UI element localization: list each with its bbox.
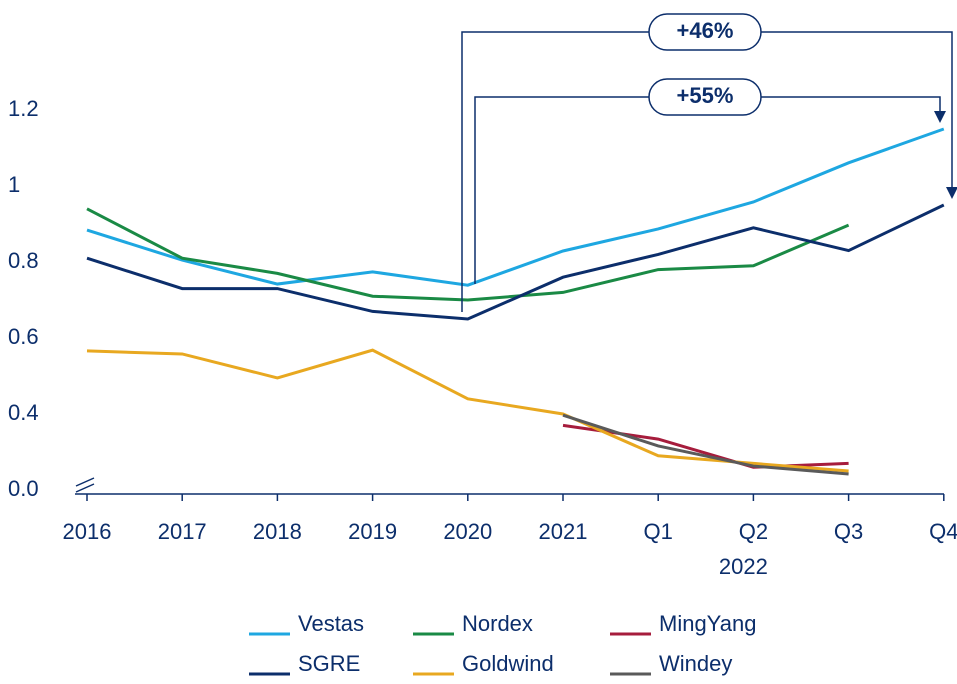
annotation-label: +55% [677, 83, 734, 108]
annotation-arrow [946, 187, 957, 199]
series-line [86, 127, 945, 287]
y-tick-label: 0.4 [8, 400, 39, 425]
y-tick-label: 0.8 [8, 248, 39, 273]
annotation-bracket [461, 31, 953, 312]
y-tick-label: 1 [8, 172, 20, 197]
legend-label: MingYang [659, 611, 756, 636]
x-tick-label: Q2 [739, 519, 768, 544]
series-line [86, 207, 850, 302]
x-tick-label: Q1 [644, 519, 673, 544]
legend-label: Goldwind [462, 651, 554, 676]
legend-label: SGRE [298, 651, 360, 676]
legend-label: Vestas [298, 611, 364, 636]
series-line [86, 348, 849, 473]
series-line [562, 413, 849, 476]
legend-label: Nordex [462, 611, 533, 636]
x-tick-label: Q3 [834, 519, 863, 544]
y-tick-label: 1.2 [8, 96, 39, 121]
axis-break [75, 477, 95, 493]
annotation-arrow [934, 111, 946, 123]
series-line [562, 423, 849, 469]
series-line [86, 203, 945, 321]
annotation-box [648, 13, 762, 51]
legend-label: Windey [659, 651, 732, 676]
x-tick-label: 2018 [253, 519, 302, 544]
x-tick-label: 2017 [158, 519, 207, 544]
annotation-label: +46% [677, 18, 734, 43]
x-tick-label: 2016 [63, 519, 112, 544]
y-tick-label: 0.6 [8, 324, 39, 349]
annotation-box [648, 78, 762, 116]
x-tick-label: 2021 [539, 519, 588, 544]
x-tick-label: 2020 [443, 519, 492, 544]
x-tick-label: 2019 [348, 519, 397, 544]
x-group-label: 2022 [719, 554, 768, 579]
y-tick-label: 0.0 [8, 476, 39, 501]
x-tick-label: Q4 [929, 519, 957, 544]
